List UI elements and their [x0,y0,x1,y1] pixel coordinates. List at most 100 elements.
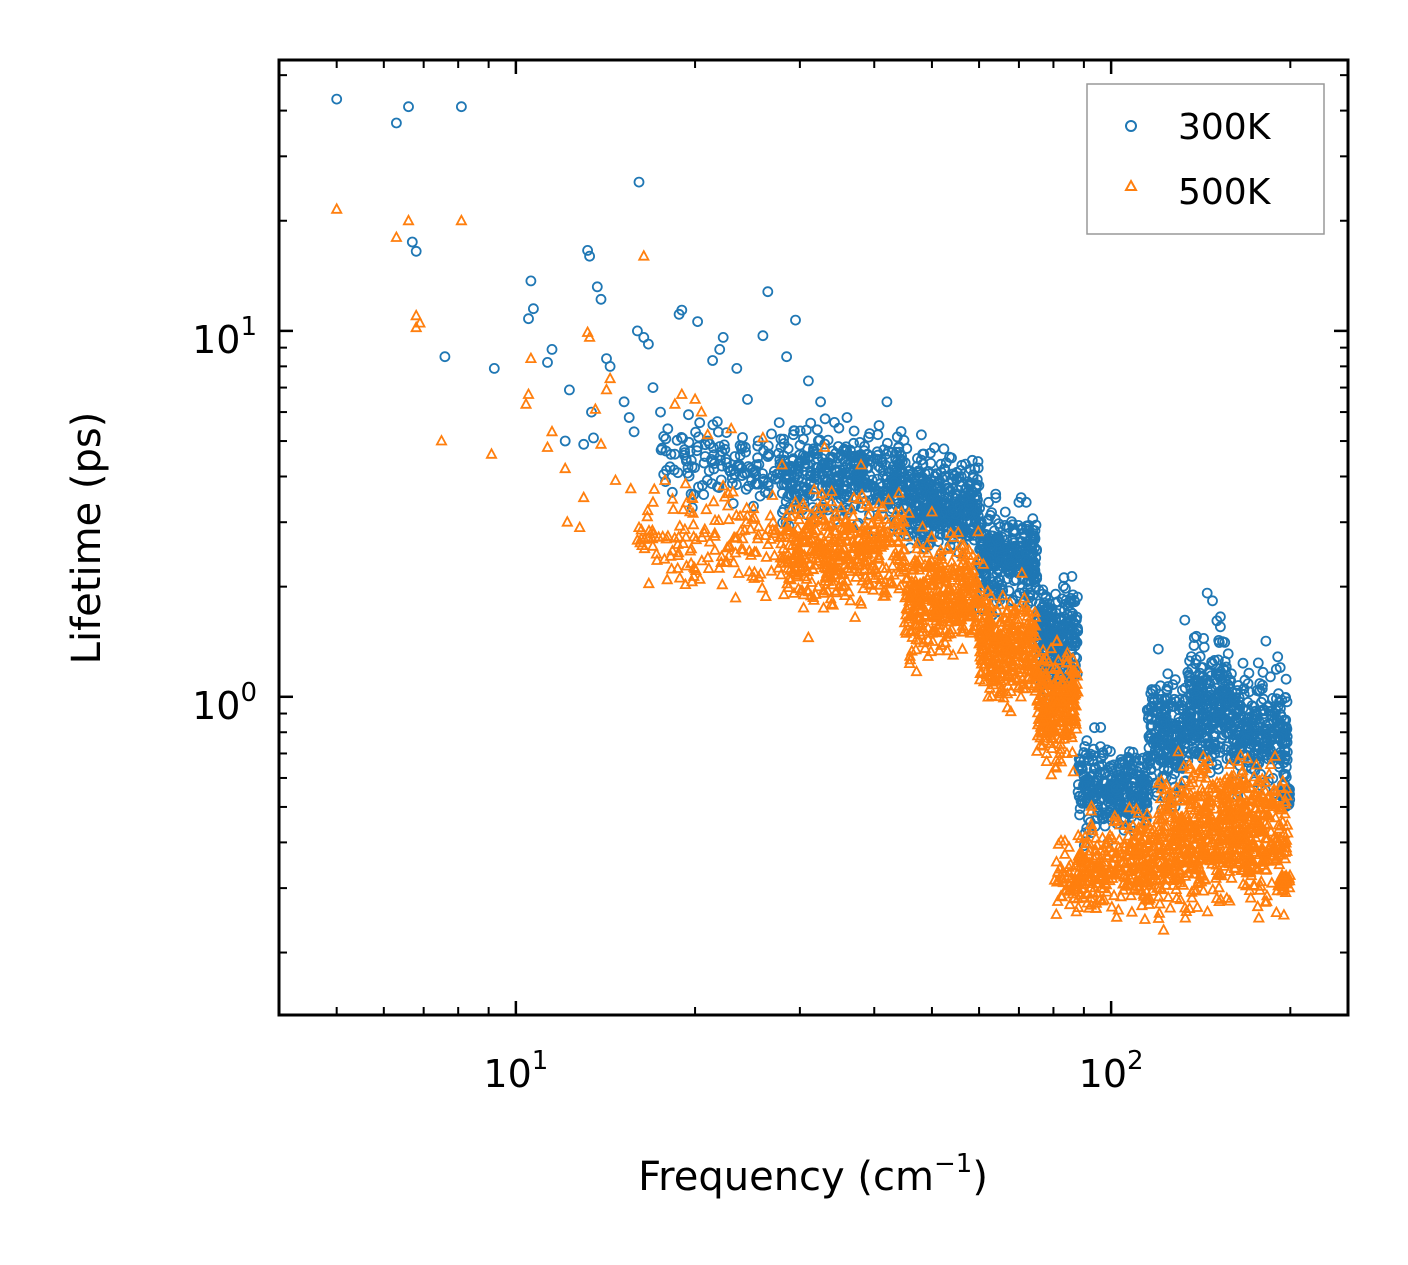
data-point [1201,587,1213,599]
data-point [1157,756,1169,767]
data-point [827,452,839,464]
data-point [973,627,987,639]
data-point [1016,633,1030,646]
data-point [1063,688,1076,700]
data-point [1058,847,1072,859]
data-point [671,537,684,549]
data-point [1106,845,1119,857]
data-point [1230,695,1241,707]
data-point [635,531,648,544]
data-point [964,582,977,594]
data-point [1057,683,1070,695]
data-point [1088,743,1099,755]
data-point [1207,595,1218,607]
data-point [806,551,819,563]
data-point [871,536,884,548]
data-point [1096,894,1109,906]
data-point [1028,644,1041,656]
data-point [838,588,852,600]
data-point [1118,836,1131,848]
data-point [1165,795,1178,807]
data-point [1107,888,1121,901]
data-point [648,482,661,494]
data-point [1184,655,1195,667]
data-point [1074,803,1086,814]
data-point [900,529,913,542]
data-point [793,461,805,472]
data-point [801,564,815,577]
data-point [1188,640,1200,651]
data-point [721,457,732,468]
data-point [1144,757,1156,769]
data-point [764,509,777,521]
data-point [1146,839,1159,851]
data-point [647,382,659,394]
data-point [1154,871,1167,883]
data-point [1187,883,1200,895]
data-point [804,589,818,601]
data-point [759,528,772,540]
data-point [1071,614,1082,626]
data-point [929,623,942,635]
data-point [1114,889,1128,902]
data-point [1078,747,1090,758]
data-point [921,649,935,661]
data-point [584,250,595,262]
data-point [595,293,607,305]
data-point [666,492,679,504]
data-point [752,528,765,540]
data-point [835,573,848,585]
data-point [899,457,911,469]
data-point [1060,582,1071,594]
data-point [808,482,821,495]
data-point [1231,708,1242,720]
data-point [901,571,914,583]
data-point [1228,791,1242,803]
data-point [523,313,534,325]
data-point [1158,819,1171,832]
data-point [1120,861,1133,873]
data-point [899,494,911,506]
data-point [922,557,935,569]
data-point [1220,891,1233,903]
data-point [740,483,752,495]
data-point [976,642,989,654]
data-point [1011,623,1025,635]
data-point [684,556,698,568]
data-point [933,520,945,532]
data-point [736,542,750,555]
data-point [825,597,838,609]
data-point [1072,900,1085,912]
data-point [778,556,791,568]
data-point [1066,571,1078,582]
data-point [1169,808,1183,820]
data-point [1162,890,1175,902]
data-point [716,577,729,590]
data-point [1170,891,1183,903]
data-point [1043,704,1057,716]
data-point [815,396,826,408]
data-point [932,547,945,559]
data-point [1084,870,1097,882]
data-point [1135,810,1147,822]
data-point [909,606,923,618]
data-point [1272,651,1284,663]
data-point [1105,830,1119,843]
data-point [853,450,864,461]
data-point [1037,713,1051,725]
data-point [829,541,842,553]
data-point [985,689,998,701]
data-point [1242,697,1254,708]
data-point [792,581,805,594]
data-point [1190,689,1202,700]
data-point [1222,679,1234,691]
data-point [1005,558,1016,570]
data-point [1037,584,1049,596]
data-point [714,343,726,355]
data-point [1164,867,1177,879]
data-point [910,477,921,489]
data-point [1029,533,1041,544]
data-point [913,595,927,607]
data-point [863,481,874,493]
data-point [952,602,965,614]
